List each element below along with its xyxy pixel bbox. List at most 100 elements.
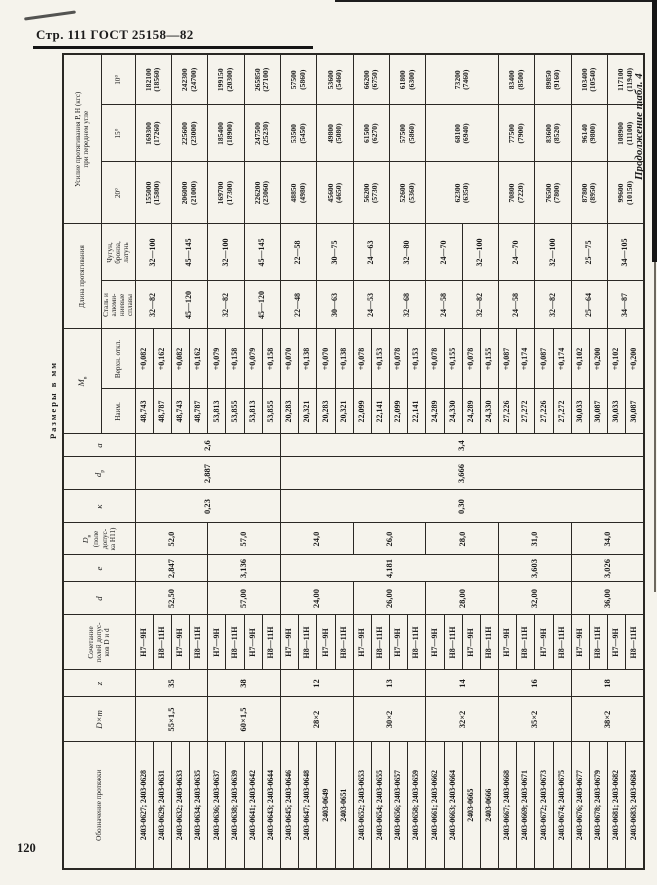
force-10-cell: 57500 (5860) — [280, 54, 317, 105]
col-header-dr: dр — [63, 457, 136, 490]
mv-deviation-cell: +0,174 — [553, 329, 572, 389]
z-cell: 16 — [498, 670, 572, 697]
force-20-cell: 76500 (7800) — [534, 162, 572, 224]
header-row-groups: Обозначение протяжки D×m z Сочетание пол… — [63, 54, 136, 869]
length-iron-cell: 22—58 — [280, 224, 317, 281]
force-20-cell: 45600 (4650) — [316, 162, 354, 224]
d-cell: 57,00 — [207, 582, 281, 615]
designation-cell: 2403-0676; 2403-0677 — [571, 742, 590, 869]
dv-cell: 57,0 — [207, 523, 281, 555]
dxm-cell: 28×2 — [280, 697, 354, 742]
designation-cell: 2403-0636; 2403-0637 — [207, 742, 226, 869]
force-15-cell: 225600 (23000) — [171, 105, 208, 162]
mv-nominal-cell: 24,330 — [480, 389, 499, 434]
combo-cell: Н8—11Н — [335, 615, 354, 670]
combo-cell: Н7—9Н — [280, 615, 299, 670]
designation-cell: 2403-0683; 2403-0684 — [625, 742, 644, 869]
designation-cell: 2403-0634; 2403-0635 — [189, 742, 208, 869]
e-cell: 2,847 — [135, 555, 208, 582]
z-cell: 38 — [207, 670, 281, 697]
designation-cell: 2403-0672; 2403-0673 — [534, 742, 554, 869]
mv-nominal-cell: 53,855 — [225, 389, 245, 434]
dxm-cell: 38×2 — [571, 697, 644, 742]
combo-cell: Н7—9Н — [607, 615, 626, 670]
mv-deviation-cell: +0,079 — [244, 329, 263, 389]
length-steel-cell: 32—82 — [207, 281, 245, 329]
designation-cell: 2403-0632; 2403-0633 — [171, 742, 190, 869]
combo-cell: Н7—9Н — [498, 615, 517, 670]
dxm-cell: 60×1,5 — [207, 697, 281, 742]
combo-cell: Н7—9Н — [462, 615, 481, 670]
force-10-cell: 103400 (10540) — [571, 54, 608, 105]
d-cell: 52,50 — [135, 582, 208, 615]
dr-cell: 3,666 — [280, 457, 644, 490]
force-20-cell: 70800 (7220) — [498, 162, 535, 224]
col-header-length-steel: Сталь и алюми- ниевые сплавы — [101, 281, 136, 329]
mv-deviation-cell: +0,102 — [607, 329, 626, 389]
mv-nominal-cell: 22,141 — [371, 389, 390, 434]
mv-deviation-cell: +0,138 — [298, 329, 317, 389]
mv-nominal-cell: 48,743 — [135, 389, 154, 434]
e-cell: 3,026 — [571, 555, 644, 582]
mv-deviation-cell: +0,155 — [480, 329, 499, 389]
length-iron-cell: 32—100 — [534, 224, 572, 281]
combo-cell: Н8—11Н — [153, 615, 172, 670]
combo-cell: Н8—11Н — [262, 615, 281, 670]
d-cell: 24,00 — [280, 582, 354, 615]
col-header-dv: Dв (поле допус- ка Н11) — [63, 523, 136, 555]
length-steel-cell: 32—82 — [534, 281, 572, 329]
mv-deviation-cell: +0,078 — [353, 329, 372, 389]
col-header-a: а — [63, 434, 136, 457]
mv-nominal-cell: 20,321 — [335, 389, 354, 434]
mv-deviation-cell: +0,162 — [189, 329, 208, 389]
mv-deviation-cell: +0,087 — [534, 329, 554, 389]
mv-nominal-cell: 24,289 — [462, 389, 481, 434]
length-iron-cell: 32—100 — [207, 224, 245, 281]
z-cell: 18 — [571, 670, 644, 697]
designation-cell: 2403-0658; 2403-0659 — [407, 742, 426, 869]
designation-cell: 2403-0641; 2403-0642 — [244, 742, 263, 869]
mv-nominal-cell: 53,855 — [262, 389, 281, 434]
mv-nominal-cell: 27,272 — [516, 389, 535, 434]
force-20-cell: 48850 (4980) — [280, 162, 317, 224]
combo-cell: Н7—9Н — [171, 615, 190, 670]
rotated-table-inner: Размеры в мм Обозначение протяжки D×m z … — [48, 53, 645, 870]
designation-cell: 2403-0627; 2403-0628 — [135, 742, 154, 869]
d-cell: 32,00 — [498, 582, 572, 615]
col-header-combo: Сочетание полей допус- ков D и d — [63, 615, 136, 670]
combo-cell: Н8—11Н — [589, 615, 608, 670]
length-iron-cell: 32—80 — [389, 224, 426, 281]
z-cell: 13 — [353, 670, 426, 697]
dxm-cell: 35×2 — [498, 697, 572, 742]
force-10-cell: 61800 (6300) — [389, 54, 426, 105]
force-15-cell: 68100 (6940) — [425, 105, 499, 162]
combo-cell: Н8—11Н — [516, 615, 535, 670]
designation-cell: 2403-0638; 2403-0639 — [225, 742, 245, 869]
d-cell: 36,00 — [571, 582, 644, 615]
dv-cell: 24,0 — [280, 523, 354, 555]
col-header-length-iron: Чугун, бронза, латунь — [101, 224, 136, 281]
designation-cell: 2403-0656; 2403-0657 — [389, 742, 408, 869]
mv-nominal-cell: 27,226 — [498, 389, 517, 434]
table-row: 2403-0645; 2403-0646 28×2 12 Н7—9Н 24,00 4,18… — [280, 54, 644, 869]
designation-cell: 2403-0667; 2403-0668 — [498, 742, 517, 869]
table-row: 2403-0627; 2403-0628 55×1,5 35 Н7—9Н 52,50 2,… — [135, 54, 281, 869]
combo-cell: Н7—9Н — [353, 615, 372, 670]
dv-cell: 28,0 — [425, 523, 499, 555]
length-iron-cell: 24—70 — [498, 224, 535, 281]
combo-cell: Н8—11Н — [407, 615, 426, 670]
length-steel-cell: 24—53 — [353, 281, 390, 329]
scan-edge-top — [335, 0, 657, 2]
length-steel-cell: 24—58 — [425, 281, 463, 329]
combo-cell: Н8—11Н — [625, 615, 644, 670]
force-15-cell: 108900 (11100) — [607, 105, 644, 162]
mv-nominal-cell: 30,087 — [589, 389, 608, 434]
a-cell: 2,6 — [135, 434, 281, 457]
col-header-mv-group: Мв — [63, 329, 101, 434]
scan-smudge — [24, 10, 76, 21]
force-20-cell: 62300 (6350) — [425, 162, 499, 224]
mv-deviation-cell: +0,078 — [462, 329, 481, 389]
designation-cell: 2403-0649 — [316, 742, 336, 869]
scan-edge-right-faint — [654, 262, 656, 592]
mv-deviation-cell: +0,079 — [207, 329, 226, 389]
